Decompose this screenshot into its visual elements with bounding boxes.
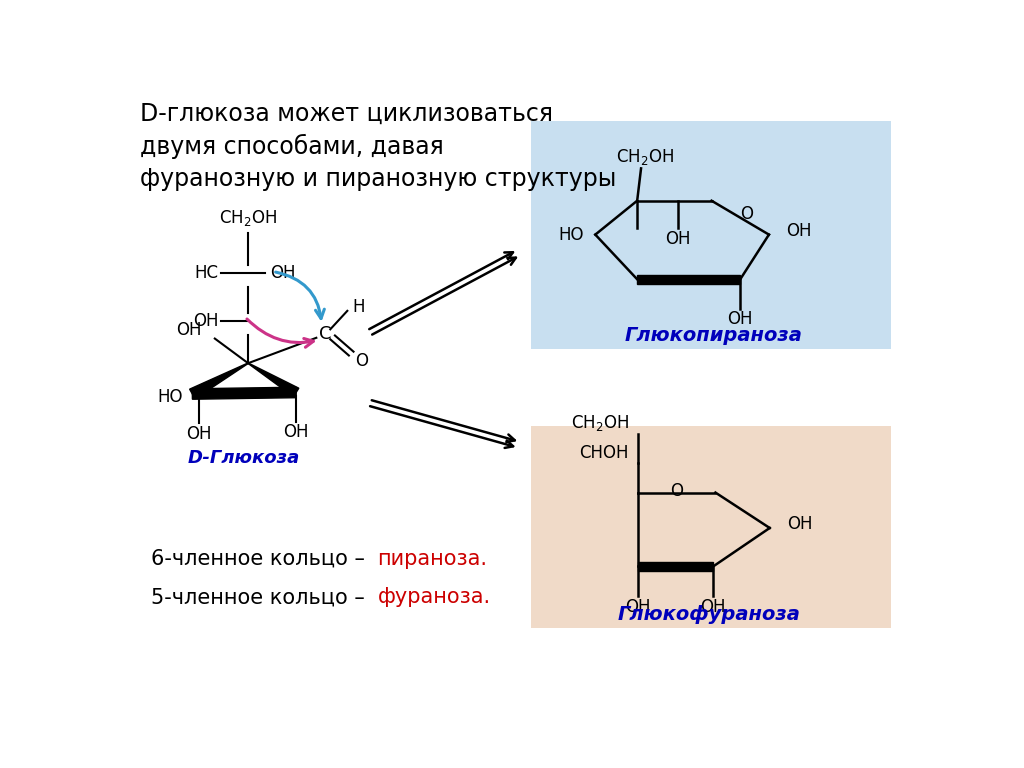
Text: CH$_2$OH: CH$_2$OH — [615, 147, 674, 167]
Text: фураноза.: фураноза. — [378, 588, 490, 607]
Text: O: O — [355, 352, 368, 370]
Text: HC: HC — [195, 264, 219, 282]
Text: Глюкопираноза: Глюкопираноза — [625, 326, 802, 345]
FancyBboxPatch shape — [531, 426, 891, 628]
Text: 6-членное кольцо –: 6-членное кольцо – — [152, 549, 372, 569]
Text: OH: OH — [786, 222, 811, 240]
Polygon shape — [638, 562, 713, 571]
FancyBboxPatch shape — [531, 121, 891, 349]
Text: OH: OH — [700, 598, 726, 615]
Text: OH: OH — [666, 230, 691, 248]
Text: HO: HO — [158, 388, 183, 406]
Text: O: O — [670, 482, 683, 500]
Text: OH: OH — [284, 423, 309, 442]
Polygon shape — [248, 363, 299, 397]
Text: OH: OH — [786, 515, 812, 533]
Text: CH$_2$OH: CH$_2$OH — [219, 207, 278, 227]
Polygon shape — [637, 275, 740, 284]
Text: OH: OH — [194, 312, 219, 329]
Text: D-Глюкоза: D-Глюкоза — [188, 449, 300, 467]
Text: D-глюкоза может циклизоваться
двумя способами, давая
фуранозную и пиранозную стр: D-глюкоза может циклизоваться двумя спос… — [139, 102, 616, 191]
Polygon shape — [193, 387, 296, 399]
Text: OH: OH — [626, 598, 650, 615]
Text: Глюкофураноза: Глюкофураноза — [617, 604, 801, 624]
Text: пираноза.: пираноза. — [378, 549, 487, 569]
Text: OH: OH — [727, 310, 753, 328]
Text: O: O — [740, 205, 753, 223]
Polygon shape — [189, 363, 248, 399]
Text: C: C — [319, 325, 332, 343]
Text: H: H — [352, 298, 366, 316]
FancyArrowPatch shape — [275, 272, 325, 319]
Text: OH: OH — [270, 264, 295, 282]
Text: OH: OH — [185, 425, 211, 443]
Text: CH$_2$OH: CH$_2$OH — [570, 413, 629, 433]
FancyArrowPatch shape — [247, 319, 313, 347]
Text: HO: HO — [558, 226, 584, 243]
Text: 5-членное кольцо –: 5-членное кольцо – — [152, 588, 372, 607]
Text: OH: OH — [176, 321, 202, 339]
Text: CHOH: CHOH — [580, 444, 629, 462]
